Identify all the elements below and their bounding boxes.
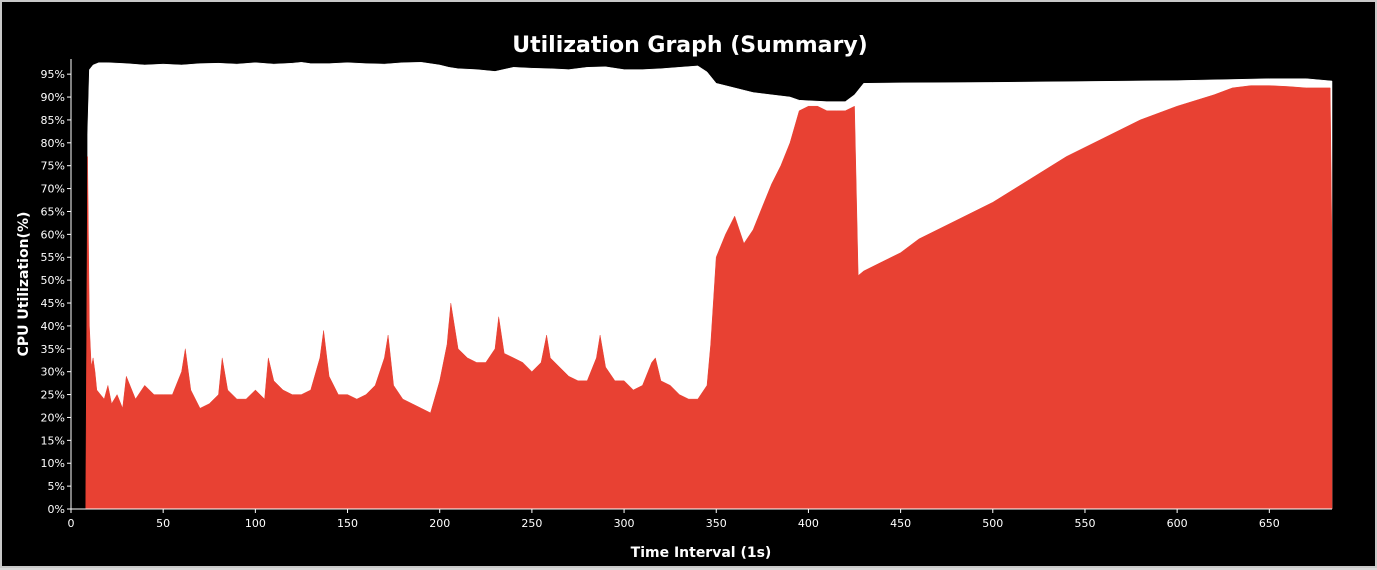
y-tick-label: 95% (41, 68, 65, 81)
x-tick-label: 0 (68, 517, 75, 530)
x-tick-label: 400 (798, 517, 819, 530)
y-tick-label: 15% (41, 434, 65, 447)
y-tick-label: 65% (41, 205, 65, 218)
y-tick-label: 30% (41, 366, 65, 379)
y-tick-label: 5% (48, 480, 65, 493)
x-tick-label: 50 (156, 517, 170, 530)
y-axis: 0% 5% 10% 15% 20% 25% 30% 35% 40% 45% 50% 55% 60% 65%… (41, 59, 72, 516)
x-tick-label: 100 (245, 517, 266, 530)
x-axis: 0 50 100 150 200 250 300 350 400 450 500 550 600 650 (68, 508, 1332, 530)
y-tick-label: 45% (41, 297, 65, 310)
x-axis-title: Time Interval (1s) (631, 545, 772, 561)
x-tick-label: 350 (706, 517, 727, 530)
x-tick-label: 200 (429, 517, 450, 530)
y-tick-label: 80% (41, 137, 65, 150)
series-area-1 (85, 85, 1333, 510)
y-tick-label: 55% (41, 251, 65, 264)
x-tick-label: 600 (1167, 517, 1188, 530)
y-axis-title: CPU Utilization(%) (16, 212, 32, 357)
x-tick-label: 650 (1259, 517, 1280, 530)
plot-area (85, 62, 1333, 510)
y-tick-label: 40% (41, 320, 65, 333)
x-tick-label: 250 (521, 517, 542, 530)
x-tick-label: 150 (337, 517, 358, 530)
y-tick-label: 90% (41, 91, 65, 104)
x-tick-label: 500 (982, 517, 1003, 530)
chart-title: Utilization Graph (Summary) (512, 33, 867, 58)
x-tick-label: 450 (890, 517, 911, 530)
y-tick-label: 10% (41, 457, 65, 470)
y-tick-label: 85% (41, 114, 65, 127)
y-tick-label: 20% (41, 411, 65, 424)
y-tick-label: 0% (48, 503, 65, 516)
y-tick-label: 70% (41, 183, 65, 196)
x-tick-label: 300 (614, 517, 635, 530)
y-tick-label: 75% (41, 160, 65, 173)
x-tick-label: 550 (1074, 517, 1095, 530)
y-tick-label: 50% (41, 274, 65, 287)
y-tick-label: 60% (41, 228, 65, 241)
y-tick-label: 35% (41, 343, 65, 356)
y-tick-label: 25% (41, 389, 65, 402)
